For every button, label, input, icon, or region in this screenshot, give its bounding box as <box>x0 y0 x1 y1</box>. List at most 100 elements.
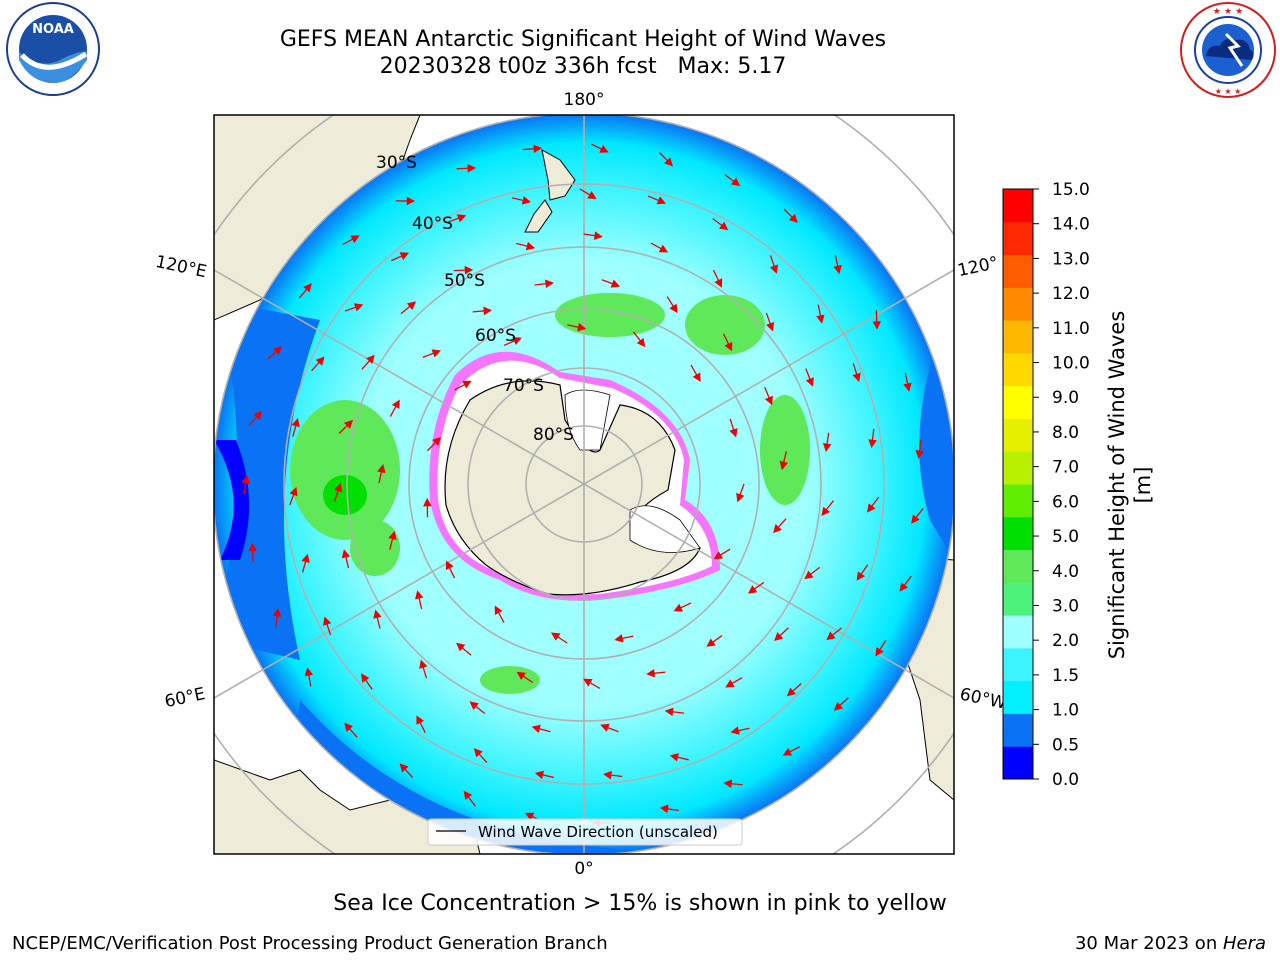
wind-arrow-head <box>303 283 312 293</box>
wind-arrow-head <box>524 812 535 821</box>
wave-patch-indian <box>290 400 400 540</box>
wind-arrow-head <box>494 605 503 615</box>
wind-arrow-head <box>714 278 723 288</box>
noaa-logo: NOAA <box>6 2 100 96</box>
wind-arrow-head <box>600 723 610 732</box>
colorbar-segment <box>1003 516 1033 551</box>
colorbar-tick-label: 13.0 <box>1052 249 1090 269</box>
wind-arrow-head <box>525 241 536 251</box>
colorbar-tick-label: 10.0 <box>1052 354 1090 374</box>
colorbar-segment <box>1003 320 1033 354</box>
colorbar-segment <box>1003 582 1033 616</box>
wind-arrow-head <box>516 671 526 681</box>
wind-arrow-head <box>301 553 310 564</box>
wind-arrow-head <box>788 213 798 223</box>
wind-arrow-head <box>602 770 612 780</box>
wind-arrow-head <box>821 506 831 516</box>
graticule <box>214 115 954 854</box>
wind-arrow-head <box>875 647 884 657</box>
wind-arrow-head <box>903 382 912 392</box>
wind-arrow-head <box>343 419 354 429</box>
colorbar-tick-label: 14.0 <box>1052 215 1090 235</box>
wind-arrow-head <box>456 642 466 652</box>
wind-arrow-head <box>766 322 775 332</box>
noaa-logo-text: NOAA <box>32 22 74 37</box>
colorbar-label-line2: [m] <box>1131 467 1155 504</box>
wind-arrow-head <box>724 341 733 352</box>
lon-label-180: 180° <box>564 90 605 110</box>
lat-label-80s: 80°S <box>533 425 574 445</box>
colorbar-tick-label: 7.0 <box>1052 458 1079 478</box>
colorbar-segment <box>1003 418 1033 452</box>
colorbar-tick-label: 2.0 <box>1052 631 1079 651</box>
lon-label-120e: 120°E <box>154 252 209 282</box>
wind-arrow-head <box>373 609 382 619</box>
lon-label-0: 0° <box>574 859 593 879</box>
lat-label-60s: 60°S <box>475 326 516 346</box>
lat-label-50s: 50°S <box>444 271 485 291</box>
wind-arrow-head <box>786 687 796 697</box>
colorbar-tick-label: 1.0 <box>1052 701 1079 721</box>
colorbar-tick-label: 9.0 <box>1052 388 1079 408</box>
map-legend: Wind Wave Direction (unscaled) <box>427 818 743 846</box>
colorbar-segment <box>1003 713 1033 747</box>
wind-arrow-head <box>804 570 814 580</box>
svg-text:★ ★ ★: ★ ★ ★ <box>1213 7 1243 17</box>
colorbar-tick-label: 5.0 <box>1052 527 1079 547</box>
wind-arrow-head <box>730 726 740 735</box>
lon-label-60w: 60°W <box>958 684 1008 713</box>
colorbar-tick-label: 6.0 <box>1052 492 1079 512</box>
colorbar-segment <box>1003 352 1033 387</box>
wind-arrow-head <box>706 638 716 647</box>
wind-arrow-head <box>747 585 758 594</box>
wind-arrow-head <box>723 779 733 789</box>
wind-arrow-head <box>483 306 493 316</box>
wind-arrow-head <box>725 679 735 688</box>
wind-arrow-head <box>512 337 522 345</box>
sea-ice-caption: Sea Ice Concentration > 15% is shown in … <box>333 891 947 916</box>
wind-arrow-head <box>636 337 646 348</box>
wind-arrow-head <box>583 678 593 687</box>
colorbar-segment <box>1003 549 1033 583</box>
wind-arrow-head <box>730 177 741 187</box>
wind-arrow-head <box>456 214 467 223</box>
wind-arrow-head <box>406 196 416 206</box>
wind-arrow-head <box>599 144 609 153</box>
wind-arrow-head <box>323 616 332 626</box>
lat-label-30s: 30°S <box>376 153 417 173</box>
wind-arrow-head <box>399 252 410 261</box>
colorbar-tick-label: 3.0 <box>1052 596 1079 616</box>
wind-arrow-head <box>729 428 738 438</box>
svg-text:★ ★ ★: ★ ★ ★ <box>1215 87 1242 96</box>
wind-arrow-head <box>416 715 425 725</box>
wind-arrow-head <box>545 279 554 289</box>
colorbar-frame <box>1002 188 1034 780</box>
colorbar-segment <box>1003 287 1033 321</box>
wind-arrow-head <box>774 632 784 641</box>
footer-date-text: 30 Mar 2023 on <box>1074 933 1223 954</box>
lat-label-40s: 40°S <box>412 214 453 234</box>
wind-arrow-head <box>533 144 543 154</box>
wind-arrow-head <box>415 590 424 600</box>
wind-arrow-head <box>341 549 351 559</box>
wind-arrow-head <box>899 582 909 592</box>
wind-arrow-head <box>377 464 386 474</box>
wind-arrow-head <box>419 659 428 669</box>
wind-arrow-head <box>463 790 473 800</box>
colorbar-segment <box>1003 746 1033 780</box>
colorbar-tick-label: 4.0 <box>1052 562 1079 582</box>
colorbar-tick-label: 1.5 <box>1052 666 1079 686</box>
wind-arrow-head <box>822 443 832 453</box>
wind-wave-arrows <box>241 143 924 827</box>
wind-arrow-head <box>915 450 924 459</box>
wind-arrow-head <box>350 235 360 244</box>
lat-label-70s: 70°S <box>503 376 544 396</box>
colorbar-segment <box>1003 484 1033 518</box>
wind-arrow-head <box>521 196 532 205</box>
wind-arrow-head <box>273 346 283 356</box>
wind-arrow-head <box>610 279 621 288</box>
land-new-zealand <box>541 149 576 201</box>
wind-arrow-head <box>399 763 409 773</box>
wind-arrow-head <box>462 380 472 389</box>
